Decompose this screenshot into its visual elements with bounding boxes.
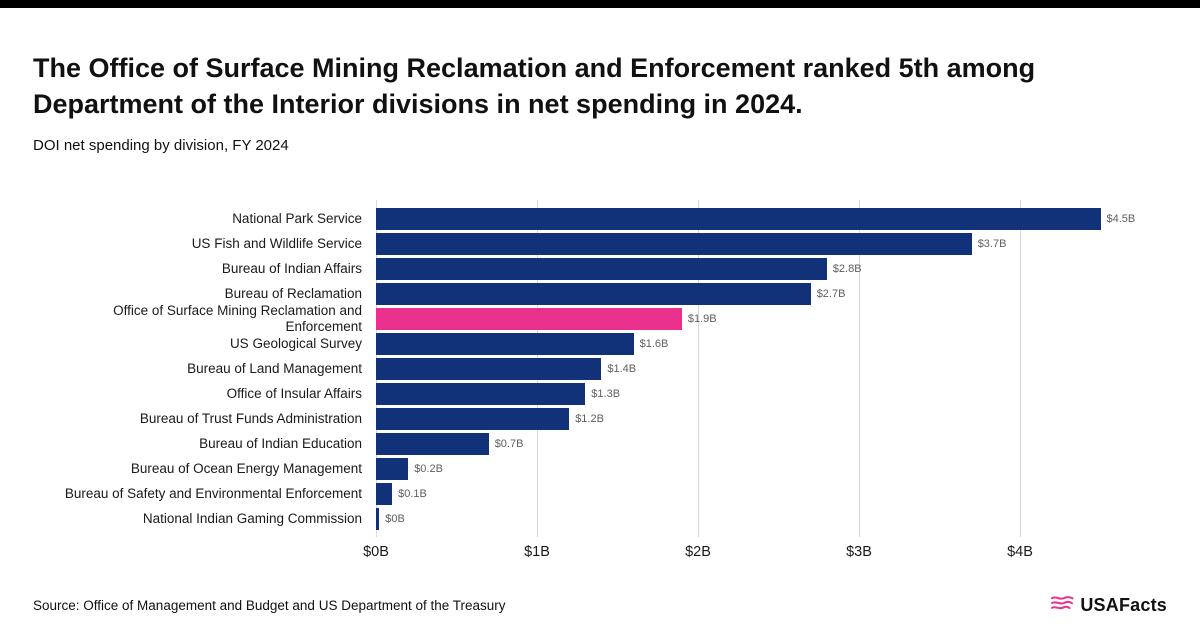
bar[interactable] [376, 357, 602, 380]
chart-header: The Office of Surface Mining Reclamation… [0, 8, 1200, 154]
value-label: $4.5B [1106, 212, 1136, 225]
bar[interactable] [376, 382, 586, 405]
value-label: $0.2B [414, 462, 443, 475]
category-label: US Geological Survey [229, 335, 362, 351]
bar-track: $0.7B [376, 432, 1167, 455]
bar[interactable] [376, 482, 393, 505]
usafacts-logo: USAFacts [1050, 595, 1167, 616]
chart-row: Bureau of Indian Affairs $2.8B [33, 256, 1167, 281]
chart-row: Office of Insular Affairs $1.3B [33, 381, 1167, 406]
bar-track: $1.3B [376, 382, 1167, 405]
chart-rows: National Park Service $4.5B US Fish and Wi… [33, 206, 1167, 531]
category-label: Bureau of Indian Affairs [221, 260, 362, 276]
category-label: Bureau of Safety and Environmental Enfor… [64, 485, 362, 501]
bar-track: $2.7B [376, 282, 1167, 305]
value-label: $1.9B [687, 312, 717, 325]
chart-row: US Fish and Wildlife Service $3.7B [33, 231, 1167, 256]
bar[interactable] [376, 457, 409, 480]
bar[interactable] [376, 407, 570, 430]
bar[interactable] [376, 282, 811, 305]
chart-row: Bureau of Ocean Energy Management $0.2B [33, 456, 1167, 481]
top-accent-bar [0, 0, 1200, 8]
chart-row: National Indian Gaming Commission $0B [33, 506, 1167, 531]
bar[interactable] [376, 507, 380, 530]
chart-row: Office of Surface Mining Reclamation and… [33, 303, 1167, 334]
x-tick-label: $1B [524, 544, 550, 560]
chart-row: US Geological Survey $1.6B [33, 331, 1167, 356]
gridline [859, 200, 860, 537]
usafacts-wordmark: USAFacts [1080, 595, 1167, 615]
category-label: US Fish and Wildlife Service [191, 235, 362, 251]
category-label: National Park Service [232, 210, 362, 226]
value-label: $1.3B [591, 387, 621, 400]
x-axis: $0B $1B $2B $3B $4B [363, 544, 1167, 564]
bar-track: $2.8B [376, 257, 1167, 280]
chart-row: Bureau of Indian Education $0.7B [33, 431, 1167, 456]
value-label: $3.7B [977, 237, 1007, 250]
category-label: Office of Surface Mining Reclamation and… [113, 303, 362, 334]
category-label: Bureau of Indian Education [199, 435, 362, 451]
category-label: Office of Insular Affairs [226, 385, 362, 401]
category-label: Bureau of Reclamation [224, 285, 362, 301]
bar-track: $0.2B [376, 457, 1167, 480]
chart-row: Bureau of Safety and Environmental Enfor… [33, 481, 1167, 506]
source-text: Source: Office of Management and Budget … [33, 598, 506, 613]
chart-row: National Park Service $4.5B [33, 206, 1167, 231]
value-label: $0B [385, 512, 405, 525]
chart-row: Bureau of Trust Funds Administration $1.2… [33, 406, 1167, 431]
chart-footer: Source: Office of Management and Budget … [33, 595, 1167, 616]
gridline [698, 200, 699, 537]
category-label: Bureau of Land Management [187, 360, 362, 376]
category-label: Bureau of Trust Funds Administration [139, 410, 362, 426]
x-tick-label: $4B [1007, 544, 1033, 560]
gridline [1020, 200, 1021, 537]
bar[interactable] [376, 207, 1101, 230]
value-label: $0.7B [494, 437, 524, 450]
bar-highlighted[interactable] [376, 307, 682, 330]
bar-track: $1.2B [376, 407, 1167, 430]
bar-track: $3.7B [376, 232, 1167, 255]
bar-chart: National Park Service $4.5B US Fish and Wi… [33, 200, 1167, 564]
value-label: $2.8B [832, 262, 862, 275]
bar-track: $0.1B [376, 482, 1167, 505]
value-label: $1.2B [575, 412, 604, 425]
usafacts-flag-icon [1050, 595, 1074, 616]
bar-track: $0B [376, 507, 1167, 530]
page-title: The Office of Surface Mining Reclamation… [33, 53, 1036, 119]
value-label: $1.6B [639, 337, 669, 350]
value-label: $1.4B [607, 362, 637, 375]
bar-track: $4.5B [376, 207, 1167, 230]
chart-subtitle: DOI net spending by division, FY 2024 [33, 137, 289, 154]
value-label: $2.7B [816, 287, 846, 300]
x-tick-label: $2B [685, 544, 711, 560]
bar-track: $1.9B [376, 307, 1167, 330]
bar-track: $1.4B [376, 357, 1167, 380]
bar[interactable] [376, 432, 489, 455]
bar[interactable] [376, 332, 634, 355]
chart-row: Bureau of Reclamation $2.7B [33, 281, 1167, 306]
bar[interactable] [376, 232, 972, 255]
chart-row: Bureau of Land Management $1.4B [33, 356, 1167, 381]
bar[interactable] [376, 257, 827, 280]
category-label: National Indian Gaming Commission [142, 510, 362, 526]
category-label: Bureau of Ocean Energy Management [130, 460, 362, 476]
bar-track: $1.6B [376, 332, 1167, 355]
value-label: $0.1B [398, 487, 427, 500]
x-tick-label: $0B [363, 544, 389, 560]
x-tick-label: $3B [846, 544, 872, 560]
